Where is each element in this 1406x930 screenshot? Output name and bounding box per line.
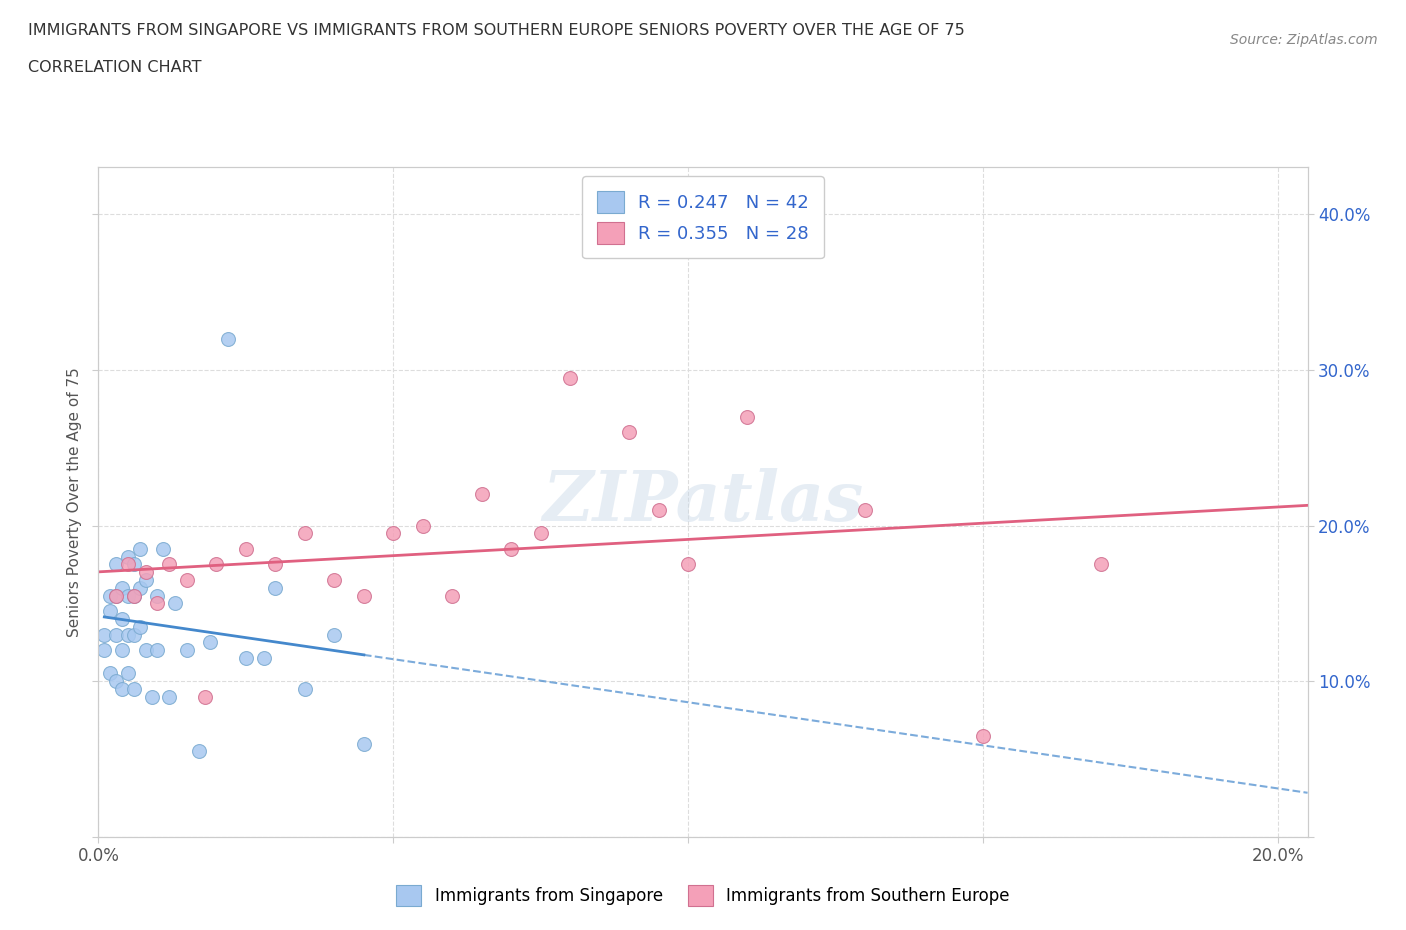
Y-axis label: Seniors Poverty Over the Age of 75: Seniors Poverty Over the Age of 75	[66, 367, 82, 637]
Point	[117, 666, 139, 681]
Legend: R = 0.247   N = 42, R = 0.355   N = 28: R = 0.247 N = 42, R = 0.355 N = 28	[582, 177, 824, 259]
Text: ZIPatlas: ZIPatlas	[543, 469, 863, 536]
Point	[323, 627, 346, 642]
Point	[105, 627, 128, 642]
Point	[98, 604, 121, 618]
Point	[105, 557, 128, 572]
Text: Source: ZipAtlas.com: Source: ZipAtlas.com	[1230, 33, 1378, 46]
Point	[105, 674, 128, 689]
Point	[117, 550, 139, 565]
Point	[200, 635, 222, 650]
Point	[105, 588, 128, 603]
Point	[165, 596, 187, 611]
Point	[323, 573, 346, 588]
Point	[294, 682, 316, 697]
Point	[252, 650, 274, 665]
Point	[117, 627, 139, 642]
Text: CORRELATION CHART: CORRELATION CHART	[28, 60, 201, 75]
Point	[619, 425, 641, 440]
Point	[93, 643, 115, 658]
Point	[105, 588, 128, 603]
Point	[157, 689, 180, 704]
Point	[122, 682, 145, 697]
Point	[205, 557, 228, 572]
Point	[122, 588, 145, 603]
Point	[141, 689, 163, 704]
Point	[157, 557, 180, 572]
Point	[146, 588, 169, 603]
Point	[264, 580, 287, 595]
Point	[187, 744, 209, 759]
Point	[678, 557, 700, 572]
Point	[98, 588, 121, 603]
Point	[135, 565, 157, 579]
Point	[98, 666, 121, 681]
Point	[471, 487, 494, 502]
Text: IMMIGRANTS FROM SINGAPORE VS IMMIGRANTS FROM SOUTHERN EUROPE SENIORS POVERTY OVE: IMMIGRANTS FROM SINGAPORE VS IMMIGRANTS …	[28, 23, 965, 38]
Point	[122, 557, 145, 572]
Point	[111, 580, 134, 595]
Point	[111, 643, 134, 658]
Point	[294, 525, 316, 540]
Point	[111, 682, 134, 697]
Point	[135, 643, 157, 658]
Point	[122, 627, 145, 642]
Point	[135, 573, 157, 588]
Point	[530, 525, 553, 540]
Point	[264, 557, 287, 572]
Point	[972, 728, 994, 743]
Point	[560, 370, 582, 385]
Point	[176, 643, 198, 658]
Point	[735, 409, 758, 424]
Point	[146, 643, 169, 658]
Point	[353, 588, 375, 603]
Point	[122, 588, 145, 603]
Point	[501, 541, 523, 556]
Point	[441, 588, 464, 603]
Point	[128, 541, 150, 556]
Point	[176, 573, 198, 588]
Point	[152, 541, 174, 556]
Legend: Immigrants from Singapore, Immigrants from Southern Europe: Immigrants from Singapore, Immigrants fr…	[389, 879, 1017, 912]
Point	[194, 689, 217, 704]
Point	[128, 580, 150, 595]
Point	[853, 502, 876, 517]
Point	[235, 650, 257, 665]
Point	[382, 525, 405, 540]
Point	[353, 737, 375, 751]
Point	[128, 619, 150, 634]
Point	[235, 541, 257, 556]
Point	[146, 596, 169, 611]
Point	[111, 612, 134, 627]
Point	[117, 588, 139, 603]
Point	[648, 502, 671, 517]
Point	[412, 518, 434, 533]
Point	[217, 331, 239, 346]
Point	[93, 627, 115, 642]
Point	[117, 557, 139, 572]
Point	[1090, 557, 1112, 572]
